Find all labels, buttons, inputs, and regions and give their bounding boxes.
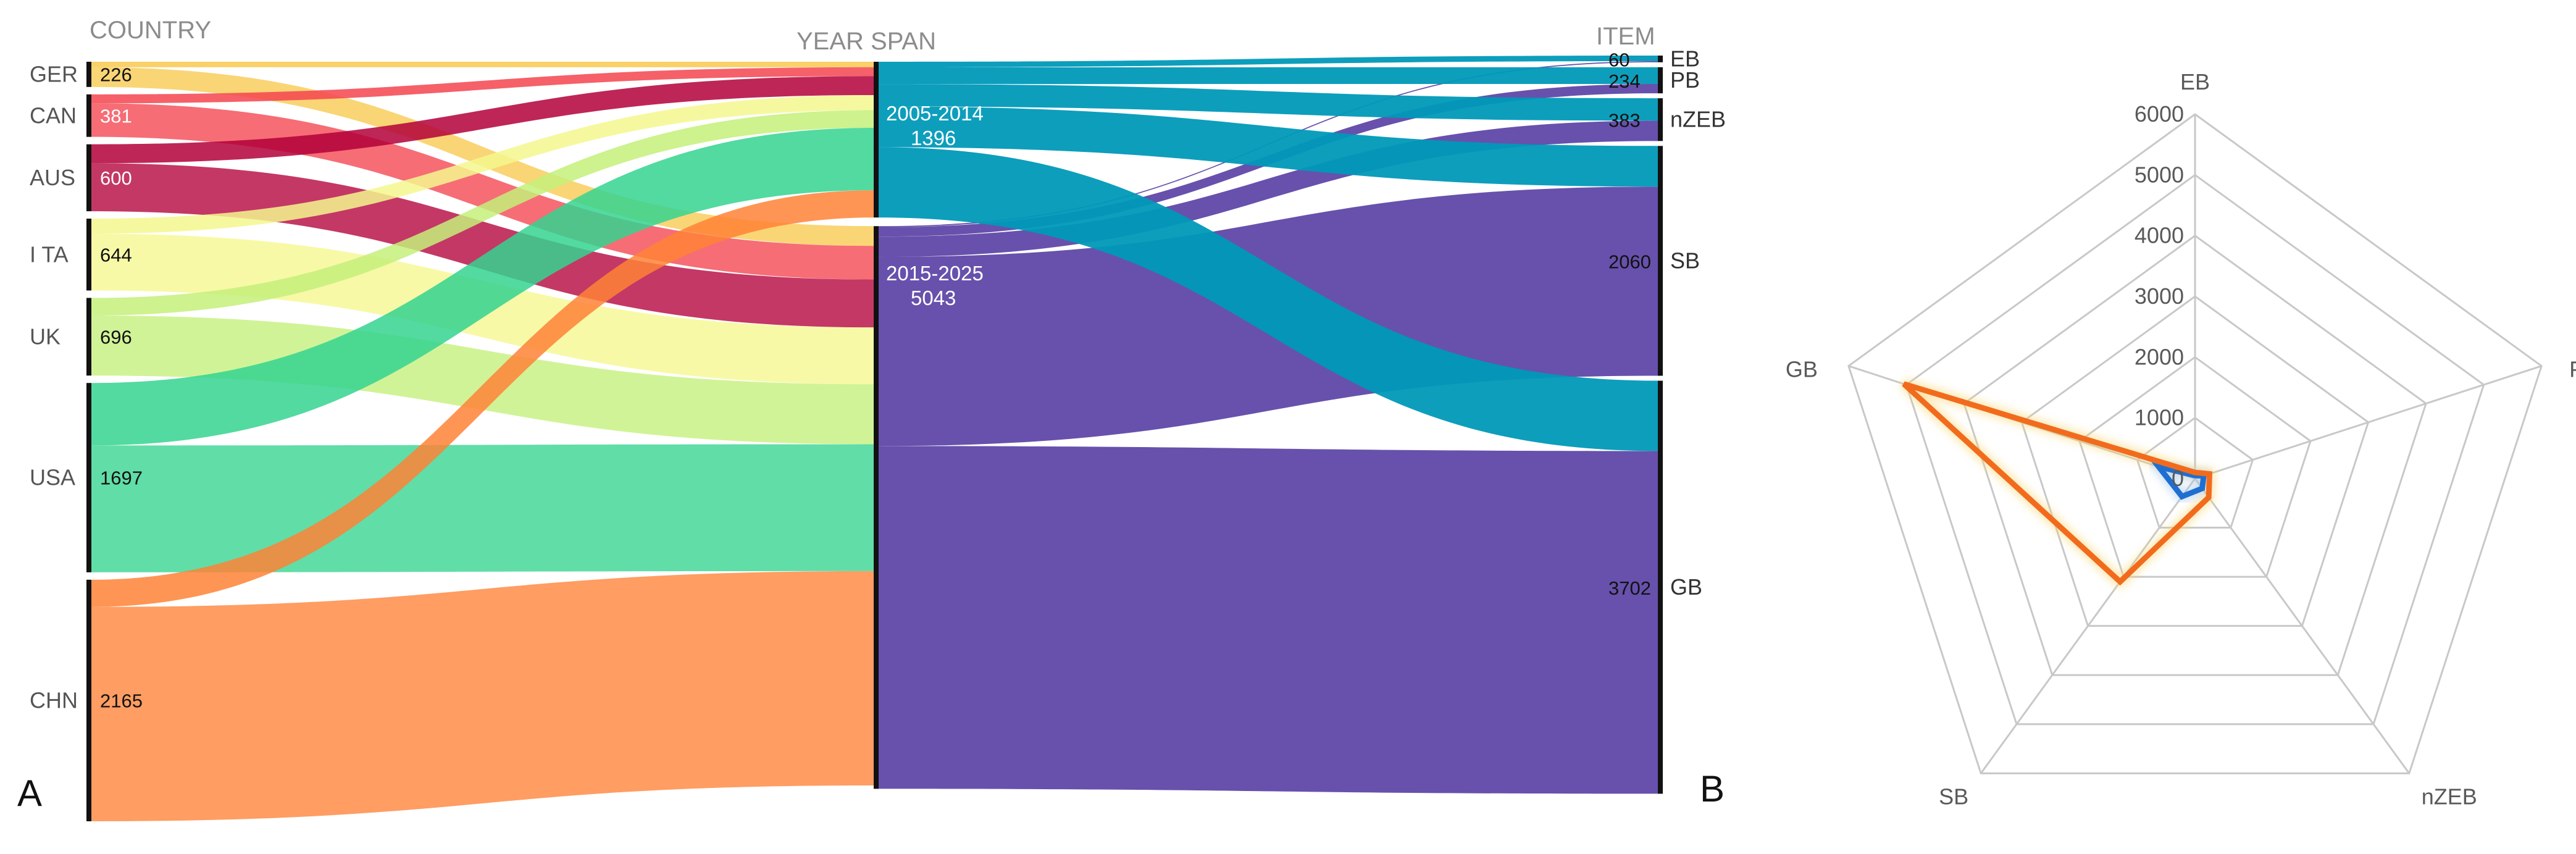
node-eb <box>1658 56 1663 62</box>
axis-label-nzeb: nZEB <box>2422 784 2477 809</box>
node-chn <box>86 579 91 821</box>
item-label-nzeb: nZEB <box>1670 107 1726 132</box>
flow-aus-to-2015-2025 <box>91 163 874 328</box>
flow-usa-to-2005-2014 <box>91 127 874 446</box>
axis-label-gb: GB <box>1786 357 1818 382</box>
node-usa <box>86 383 91 572</box>
node-pb <box>1658 67 1663 94</box>
flow-2015-2025-to-nzeb <box>879 120 1658 257</box>
grid-spoke-sb <box>1980 478 2196 774</box>
flow-2005-2014-to-pb <box>879 67 1658 85</box>
year-span-label-2015-2025: 2015-2025 <box>886 262 984 285</box>
item-value-eb: 60 <box>1608 49 1629 70</box>
flow-2005-2014-to-sb <box>879 106 1658 187</box>
item-value-gb: 3702 <box>1608 577 1651 599</box>
flow-uk-to-2005-2014 <box>91 110 874 316</box>
country-label-i-ta: I TA <box>30 241 69 267</box>
country-label-uk: UK <box>30 324 61 349</box>
tick-label-4000: 4000 <box>2135 223 2184 248</box>
node-gb <box>1658 380 1663 794</box>
country-value-ger: 226 <box>100 64 132 85</box>
series-line-2015-2025 <box>1902 381 2213 586</box>
axis-label-eb: EB <box>2180 69 2210 94</box>
country-value-chn: 2165 <box>100 690 143 711</box>
node-ger <box>86 62 91 87</box>
item-label-eb: EB <box>1670 46 1700 71</box>
tick-label-2000: 2000 <box>2135 344 2184 369</box>
year-span-value-2015-2025: 5043 <box>911 287 956 309</box>
grid-spoke-pb <box>2194 365 2542 480</box>
grid-ring-6000 <box>1847 113 2543 774</box>
sankey-chart: COUNTRY YEAR SPAN ITEM GER 226 CAN 381 AUS 60… <box>17 17 1726 821</box>
flow-ger-to-2015-2025 <box>91 67 874 246</box>
year-span-value-2005-2014: 1396 <box>911 127 956 149</box>
item-label-sb: SB <box>1670 248 1700 273</box>
header-year-span: YEAR SPAN <box>797 28 936 55</box>
panel-label-b: B <box>1700 768 1725 810</box>
country-value-aus: 600 <box>100 167 132 189</box>
item-label-pb: PB <box>1670 67 1700 93</box>
header-country: COUNTRY <box>90 17 211 44</box>
flow-2015-2025-to-gb <box>879 446 1658 794</box>
item-value-pb: 234 <box>1608 70 1641 92</box>
flow-chn-to-2015-2025 <box>91 571 874 821</box>
grid-ring-4000 <box>1963 234 2427 676</box>
node-2005-2014 <box>874 62 879 218</box>
item-label-gb: GB <box>1670 574 1702 600</box>
grid-ring-5000 <box>1905 174 2485 726</box>
country-label-aus: AUS <box>30 165 75 190</box>
item-value-sb: 2060 <box>1608 251 1651 272</box>
node-uk <box>86 298 91 376</box>
grid-ring-2000 <box>2078 356 2312 578</box>
flow-i-ta-to-2005-2014 <box>91 95 874 234</box>
header-item: ITEM <box>1596 23 1655 50</box>
flow-uk-to-2015-2025 <box>91 315 874 445</box>
node-2015-2025 <box>874 226 879 789</box>
flow-2005-2014-to-eb <box>879 56 1658 68</box>
tick-label-1000: 1000 <box>2135 405 2184 430</box>
flow-ger-to-2005-2014 <box>91 62 874 67</box>
axis-label-pb: PB <box>2569 357 2576 382</box>
node-sb <box>1658 146 1663 376</box>
axis-label-sb: SB <box>1939 784 1968 809</box>
item-value-nzeb: 383 <box>1608 110 1641 132</box>
country-label-usa: USA <box>30 465 75 490</box>
grid-ring-3000 <box>2020 295 2370 627</box>
flow-can-to-2005-2014 <box>91 67 874 104</box>
country-value-usa: 1697 <box>100 467 143 489</box>
country-label-ger: GER <box>30 61 78 86</box>
year-span-label-2005-2014: 2005-2014 <box>886 102 984 125</box>
tick-label-6000: 6000 <box>2135 101 2184 127</box>
country-value-i-ta: 644 <box>100 244 132 266</box>
country-label-can: CAN <box>30 103 77 128</box>
flow-2005-2014-to-gb <box>879 147 1658 451</box>
node-i-ta <box>86 219 91 291</box>
flow-usa-to-2015-2025 <box>91 444 874 572</box>
flow-chn-to-2005-2014 <box>91 190 874 607</box>
node-can <box>86 94 91 137</box>
panel-label-a: A <box>17 772 42 814</box>
flow-2005-2014-to-nzeb <box>879 84 1658 121</box>
tick-label-0: 0 <box>2172 466 2184 491</box>
node-aus <box>86 144 91 212</box>
country-value-can: 381 <box>100 105 132 127</box>
country-label-chn: CHN <box>30 687 78 713</box>
tick-label-3000: 3000 <box>2135 283 2184 309</box>
tick-label-5000: 5000 <box>2135 162 2184 187</box>
flow-aus-to-2005-2014 <box>91 76 874 164</box>
grid-spoke-nzeb <box>2194 478 2411 774</box>
country-value-uk: 696 <box>100 326 132 348</box>
node-nzeb <box>1658 98 1663 141</box>
radar-chart: 0 1000 2000 3000 4000 5000 6000 EB PB nZEB SB GB B <box>1700 69 2576 810</box>
